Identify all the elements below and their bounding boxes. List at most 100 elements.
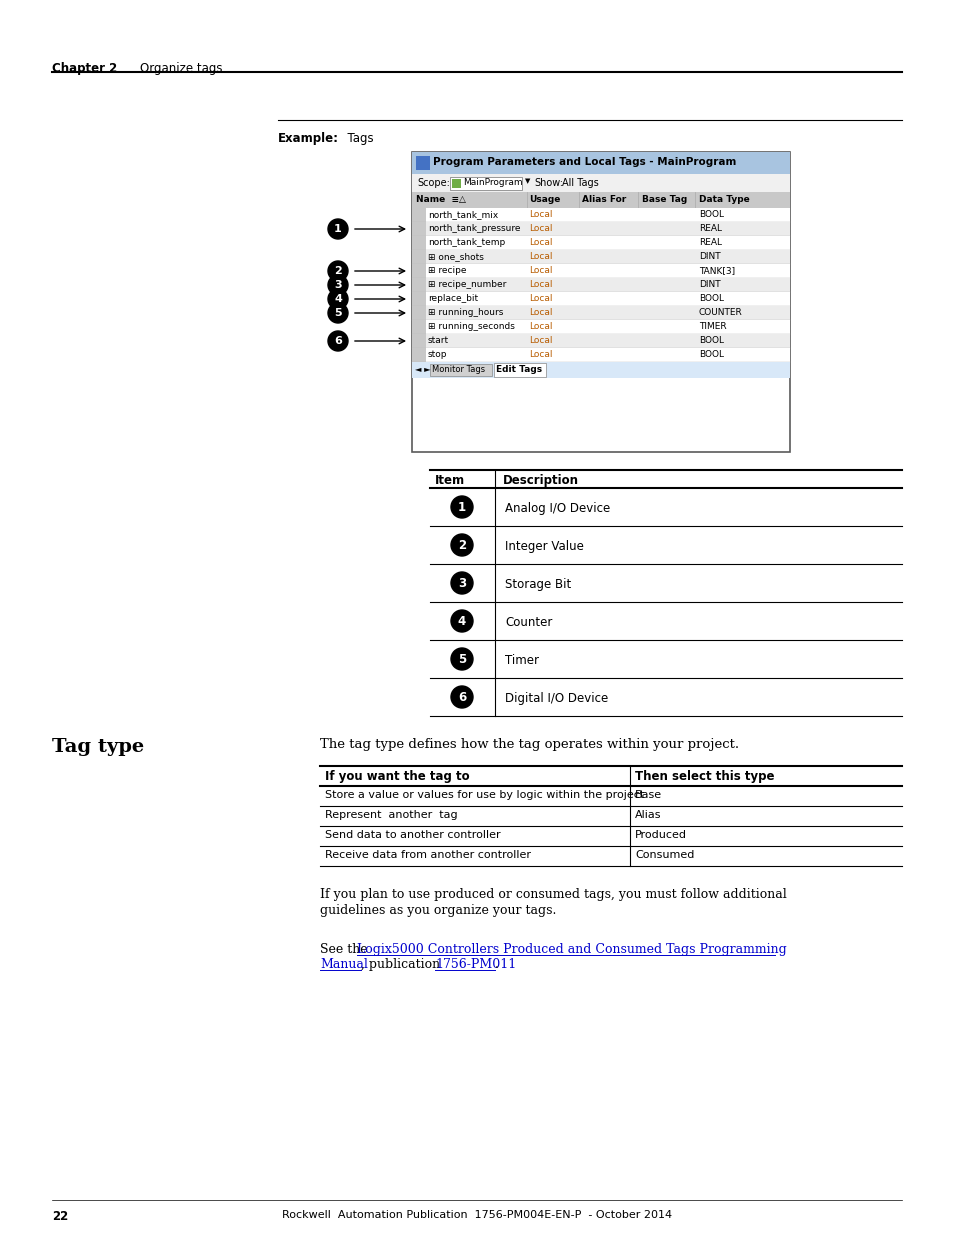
Text: 5: 5 <box>457 652 466 666</box>
Bar <box>412 320 426 333</box>
Text: Then select this type: Then select this type <box>635 769 774 783</box>
Text: Timer: Timer <box>504 655 538 667</box>
Text: ⊞ running_hours: ⊞ running_hours <box>428 308 503 317</box>
Text: north_tank_pressure: north_tank_pressure <box>428 224 520 233</box>
Text: 4: 4 <box>334 294 341 304</box>
Text: Digital I/O Device: Digital I/O Device <box>504 692 608 705</box>
Text: REAL: REAL <box>699 238 721 247</box>
Text: Organize tags: Organize tags <box>140 62 222 75</box>
Text: Show:: Show: <box>534 178 562 188</box>
Text: Store a value or values for use by logic within the project: Store a value or values for use by logic… <box>325 790 643 800</box>
Bar <box>412 306 426 320</box>
Text: Rockwell  Automation Publication  1756-PM004E-EN-P  - October 2014: Rockwell Automation Publication 1756-PM0… <box>282 1210 671 1220</box>
Text: Program Parameters and Local Tags - MainProgram: Program Parameters and Local Tags - Main… <box>433 157 736 167</box>
Text: Represent  another  tag: Represent another tag <box>325 810 457 820</box>
Text: 5: 5 <box>334 308 341 317</box>
Text: Alias: Alias <box>635 810 660 820</box>
Circle shape <box>451 648 473 671</box>
Bar <box>412 348 426 362</box>
Bar <box>494 363 545 377</box>
Bar <box>412 249 426 264</box>
Text: 6: 6 <box>457 690 466 704</box>
Text: 2: 2 <box>457 538 466 552</box>
Text: ▼: ▼ <box>524 178 530 184</box>
Text: DINT: DINT <box>699 252 720 261</box>
Text: Description: Description <box>502 474 578 487</box>
Text: COUNTER: COUNTER <box>699 308 742 317</box>
Bar <box>412 152 789 174</box>
Text: Local: Local <box>529 238 552 247</box>
Text: Local: Local <box>529 350 552 359</box>
Text: Tags: Tags <box>339 132 374 144</box>
Bar <box>412 333 789 348</box>
Text: guidelines as you organize your tags.: guidelines as you organize your tags. <box>319 904 556 918</box>
Circle shape <box>328 303 348 324</box>
Bar <box>412 320 789 333</box>
Text: The tag type defines how the tag operates within your project.: The tag type defines how the tag operate… <box>319 739 739 751</box>
Circle shape <box>451 534 473 556</box>
Text: Consumed: Consumed <box>635 850 694 860</box>
Circle shape <box>451 610 473 632</box>
Bar <box>412 348 789 362</box>
Text: Local: Local <box>529 266 552 275</box>
Text: BOOL: BOOL <box>699 336 723 345</box>
Text: All Tags: All Tags <box>561 178 598 188</box>
Text: ⊞ running_seconds: ⊞ running_seconds <box>428 322 515 331</box>
Text: 1: 1 <box>334 224 341 233</box>
Text: Base: Base <box>635 790 661 800</box>
Bar <box>412 236 426 249</box>
Text: Integer Value: Integer Value <box>504 540 583 553</box>
Text: 22: 22 <box>52 1210 69 1223</box>
Text: 6: 6 <box>334 336 341 346</box>
Text: 1756-PM011: 1756-PM011 <box>435 958 516 971</box>
Bar <box>416 156 430 170</box>
Circle shape <box>451 496 473 517</box>
Text: .: . <box>495 958 498 971</box>
Text: Produced: Produced <box>635 830 686 840</box>
Text: 1: 1 <box>457 500 466 514</box>
Text: replace_bit: replace_bit <box>428 294 477 303</box>
Text: Alias For: Alias For <box>581 195 625 204</box>
Text: ⊞ recipe: ⊞ recipe <box>428 266 466 275</box>
Circle shape <box>328 261 348 282</box>
Text: Local: Local <box>529 252 552 261</box>
Text: If you want the tag to: If you want the tag to <box>325 769 469 783</box>
Bar <box>452 179 460 188</box>
Text: Example:: Example: <box>277 132 338 144</box>
Circle shape <box>451 685 473 708</box>
Text: Local: Local <box>529 336 552 345</box>
Bar <box>412 264 426 278</box>
Text: 3: 3 <box>457 577 466 589</box>
Text: Local: Local <box>529 224 552 233</box>
Bar <box>412 291 426 306</box>
Text: Local: Local <box>529 294 552 303</box>
Text: If you plan to use produced or consumed tags, you must follow additional: If you plan to use produced or consumed … <box>319 888 786 902</box>
Text: Counter: Counter <box>504 616 552 629</box>
Text: Monitor Tags: Monitor Tags <box>432 366 485 374</box>
Text: Scope:: Scope: <box>416 178 450 188</box>
Bar <box>412 191 789 207</box>
Bar <box>412 278 426 291</box>
Bar <box>412 174 789 191</box>
Text: See the: See the <box>319 944 372 956</box>
Text: Edit Tags: Edit Tags <box>496 366 541 374</box>
Text: Local: Local <box>529 322 552 331</box>
Bar <box>412 222 789 236</box>
Text: TANK[3]: TANK[3] <box>699 266 735 275</box>
Circle shape <box>328 289 348 309</box>
Text: start: start <box>428 336 449 345</box>
Text: Data Type: Data Type <box>699 195 749 204</box>
Text: TIMER: TIMER <box>699 322 726 331</box>
Text: BOOL: BOOL <box>699 350 723 359</box>
Text: Logix5000 Controllers Produced and Consumed Tags Programming: Logix5000 Controllers Produced and Consu… <box>356 944 786 956</box>
Text: Name  ≡△: Name ≡△ <box>416 195 465 204</box>
Text: ⊞ one_shots: ⊞ one_shots <box>428 252 483 261</box>
Bar <box>412 249 789 264</box>
Text: Chapter 2: Chapter 2 <box>52 62 117 75</box>
Bar <box>412 222 426 236</box>
Text: Send data to another controller: Send data to another controller <box>325 830 500 840</box>
Text: Local: Local <box>529 210 552 219</box>
Text: ⊞ recipe_number: ⊞ recipe_number <box>428 280 506 289</box>
Text: , publication: , publication <box>360 958 444 971</box>
Text: Local: Local <box>529 308 552 317</box>
